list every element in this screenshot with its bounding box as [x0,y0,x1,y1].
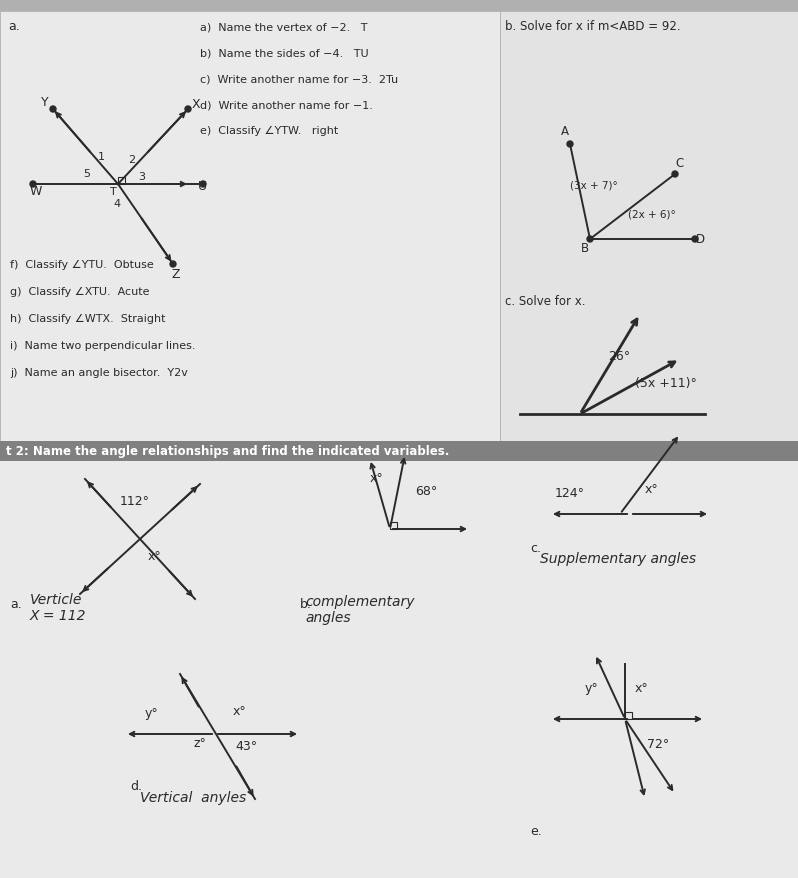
Text: 26°: 26° [608,349,630,363]
Text: a)  Name the vertex of −2.   T: a) Name the vertex of −2. T [200,22,368,32]
Text: e.: e. [530,824,542,837]
Text: c.: c. [530,542,541,554]
Text: i)  Name two perpendicular lines.: i) Name two perpendicular lines. [10,341,196,350]
Bar [625,712,632,719]
Text: T: T [110,187,117,197]
Circle shape [567,142,573,148]
Bar [0,0,798,12]
Text: g)  Classify ∠XTU.  Acute: g) Classify ∠XTU. Acute [10,287,149,297]
Text: D: D [695,233,705,246]
Text: f)  Classify ∠YTU.  Obtuse: f) Classify ∠YTU. Obtuse [10,260,154,270]
Text: b)  Name the sides of −4.   TU: b) Name the sides of −4. TU [200,48,369,58]
Text: x°: x° [645,482,659,495]
Text: 112°: 112° [120,494,150,507]
Text: t 2: Name the angle relationships and find the indicated variables.: t 2: Name the angle relationships and fi… [6,445,449,458]
Text: y°: y° [585,681,598,694]
Text: Supplementary angles: Supplementary angles [540,551,696,565]
Text: 4: 4 [113,198,120,209]
Text: U: U [198,180,207,193]
Text: 43°: 43° [235,739,257,752]
Bar [0,462,798,878]
Text: j)  Name an angle bisector.  Y2v: j) Name an angle bisector. Y2v [10,368,188,378]
Text: 5: 5 [83,169,90,179]
Text: 124°: 124° [555,486,585,500]
Text: Vertical  anyles: Vertical anyles [140,790,247,804]
Text: B: B [581,241,589,255]
Circle shape [587,237,593,242]
Text: 3: 3 [138,172,145,182]
Text: d)  Write another name for −1.: d) Write another name for −1. [200,100,373,110]
Text: C: C [676,157,684,169]
Text: A: A [561,125,569,138]
Text: z°: z° [193,736,206,749]
Text: Z: Z [172,268,180,281]
Text: x°: x° [635,681,649,694]
Bar [118,178,125,184]
Text: x°: x° [370,471,384,485]
Text: 72°: 72° [647,738,670,750]
Text: (3x + 7)°: (3x + 7)° [570,180,618,190]
Circle shape [672,172,678,178]
Bar [500,12,798,442]
Text: complementary
angles: complementary angles [305,594,414,624]
Text: b.: b. [300,597,312,610]
Circle shape [185,107,191,113]
Text: b. Solve for x if m<ABD = 92.: b. Solve for x if m<ABD = 92. [505,20,681,33]
Text: 2: 2 [128,155,135,165]
Bar [0,442,798,462]
Text: c)  Write another name for −3.  2Tu: c) Write another name for −3. 2Tu [200,74,398,84]
Circle shape [692,237,698,242]
Text: (5x +11)°: (5x +11)° [635,377,697,390]
Text: x°: x° [148,550,162,563]
Circle shape [30,182,36,188]
Circle shape [200,182,206,188]
Text: d.: d. [130,779,142,792]
Text: y°: y° [145,706,159,719]
Text: Y: Y [41,96,49,108]
Text: X: X [192,98,200,112]
Bar [390,522,397,529]
Text: c. Solve for x.: c. Solve for x. [505,295,586,307]
Text: x°: x° [233,704,247,717]
Text: Verticle
X = 112: Verticle X = 112 [30,592,86,623]
Text: (2x + 6)°: (2x + 6)° [628,210,676,220]
Text: a.: a. [8,20,20,33]
Text: a.: a. [10,597,22,610]
Text: h)  Classify ∠WTX.  Straight: h) Classify ∠WTX. Straight [10,313,165,324]
Text: 1: 1 [98,152,105,162]
Circle shape [170,262,176,268]
Text: e)  Classify ∠YTW.   right: e) Classify ∠YTW. right [200,126,338,136]
Bar [0,12,500,442]
Text: W: W [30,184,42,198]
Circle shape [50,107,56,113]
Text: 68°: 68° [415,485,437,498]
